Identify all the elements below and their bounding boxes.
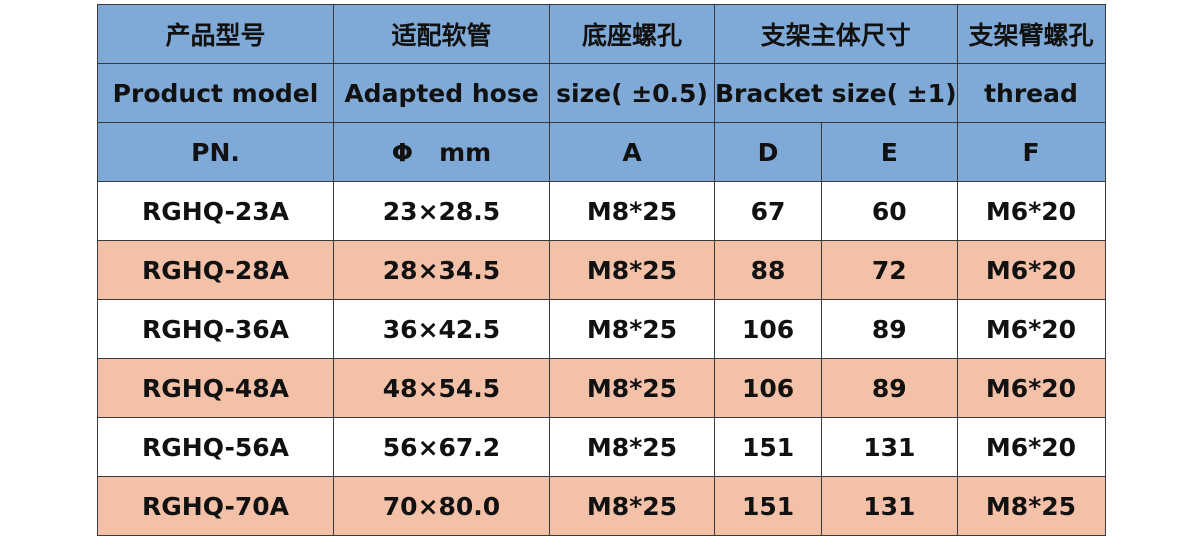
cell-hose: 23×28.5 [333,181,550,241]
header-en-thread: thread [956,63,1106,123]
cell-a: M8*25 [549,476,715,536]
cell-e: 89 [821,358,958,418]
cell-d: 67 [713,181,823,241]
header-en-size: size( ±0.5) [549,63,715,123]
table-row: RGHQ-48A 48×54.5 M8*25 106 89 M6*20 [97,358,1106,418]
header-sym-a: A [549,122,715,182]
header-row-english: Product model Adapted hose size( ±0.5) B… [97,63,1106,123]
header-sym-pn: PN. [97,122,334,182]
header-en-adapted-hose: Adapted hose [333,63,550,123]
header-en-product-model: Product model [97,63,334,123]
cell-a: M8*25 [549,358,715,418]
table-row: RGHQ-36A 36×42.5 M8*25 106 89 M6*20 [97,299,1106,359]
cell-a: M8*25 [549,240,715,300]
header-sym-d: D [713,122,823,182]
header-cn-bracket-size: 支架主体尺寸 [714,4,958,64]
cell-hose: 48×54.5 [333,358,550,418]
header-en-bracket-size: Bracket size( ±1) [714,63,958,123]
header-row-chinese: 产品型号 适配软管 底座螺孔 支架主体尺寸 支架臂螺孔 [97,4,1106,64]
header-cn-product-model: 产品型号 [97,4,334,64]
cell-e: 89 [821,299,958,359]
header-sym-diameter: Φ mm [333,122,550,182]
product-spec-table: 产品型号 适配软管 底座螺孔 支架主体尺寸 支架臂螺孔 Product mode… [97,4,1106,536]
table-row: RGHQ-28A 28×34.5 M8*25 88 72 M6*20 [97,240,1106,300]
cell-e: 72 [821,240,958,300]
cell-hose: 28×34.5 [333,240,550,300]
cell-f: M6*20 [956,299,1106,359]
cell-a: M8*25 [549,181,715,241]
cell-e: 131 [821,417,958,477]
table-row: RGHQ-70A 70×80.0 M8*25 151 131 M8*25 [97,476,1106,536]
cell-model: RGHQ-70A [97,476,334,536]
header-sym-e: E [821,122,958,182]
cell-f: M8*25 [956,476,1106,536]
cell-e: 60 [821,181,958,241]
cell-d: 151 [713,476,823,536]
cell-model: RGHQ-23A [97,181,334,241]
cell-a: M8*25 [549,417,715,477]
cell-f: M6*20 [956,358,1106,418]
cell-f: M6*20 [956,240,1106,300]
header-sym-f: F [956,122,1106,182]
header-cn-adapted-hose: 适配软管 [333,4,550,64]
cell-d: 106 [713,299,823,359]
cell-model: RGHQ-48A [97,358,334,418]
cell-f: M6*20 [956,181,1106,241]
table-row: RGHQ-56A 56×67.2 M8*25 151 131 M6*20 [97,417,1106,477]
cell-model: RGHQ-28A [97,240,334,300]
cell-d: 151 [713,417,823,477]
cell-hose: 36×42.5 [333,299,550,359]
cell-f: M6*20 [956,417,1106,477]
cell-d: 88 [713,240,823,300]
cell-d: 106 [713,358,823,418]
cell-a: M8*25 [549,299,715,359]
cell-model: RGHQ-56A [97,417,334,477]
cell-model: RGHQ-36A [97,299,334,359]
table-row: RGHQ-23A 23×28.5 M8*25 67 60 M6*20 [97,181,1106,241]
cell-hose: 56×67.2 [333,417,550,477]
header-row-symbols: PN. Φ mm A D E F [97,122,1106,182]
header-cn-base-hole: 底座螺孔 [549,4,715,64]
header-cn-arm-thread: 支架臂螺孔 [956,4,1106,64]
cell-hose: 70×80.0 [333,476,550,536]
cell-e: 131 [821,476,958,536]
